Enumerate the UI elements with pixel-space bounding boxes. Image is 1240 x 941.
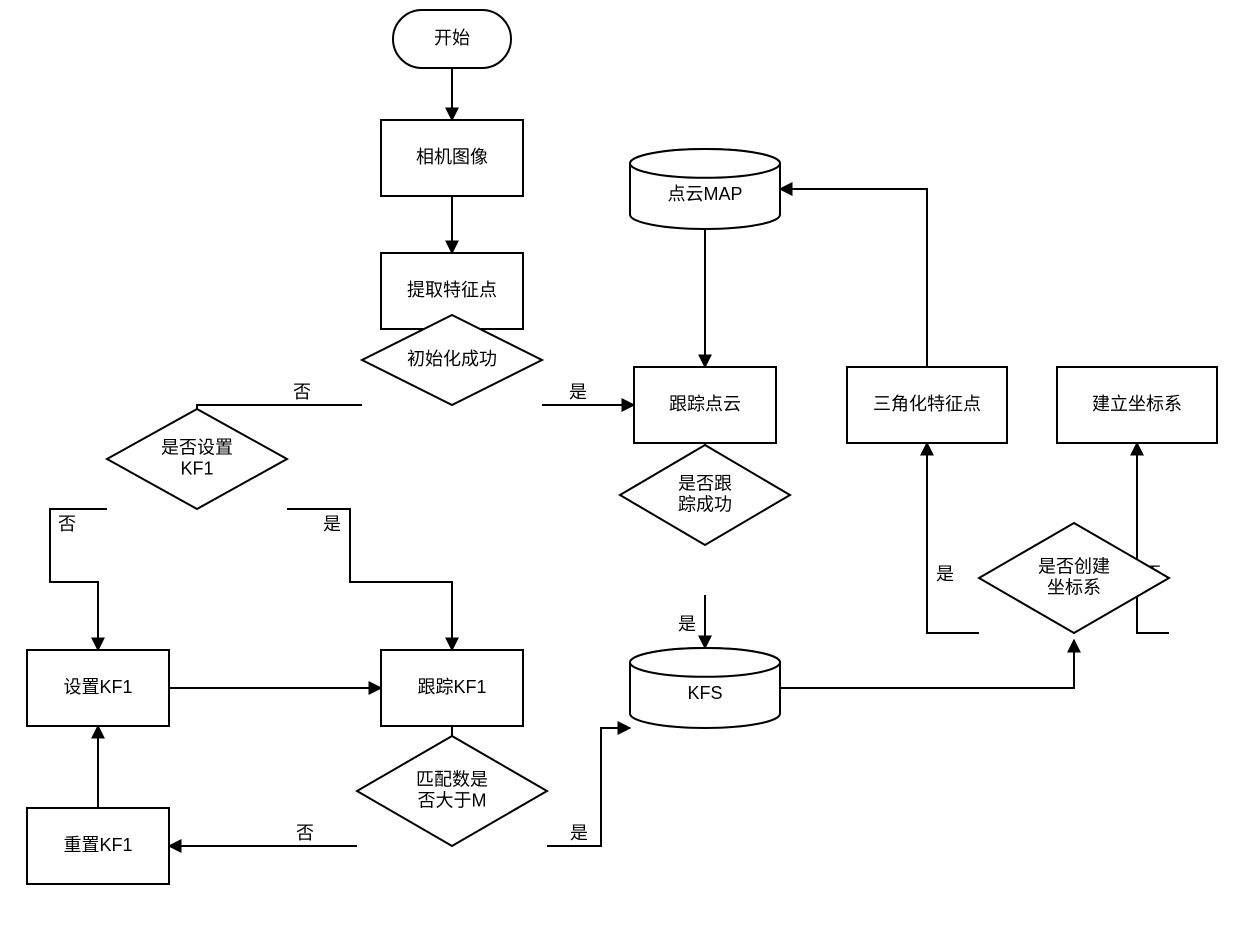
svg-text:是: 是 [323,514,341,534]
svg-text:匹配数是否大于M: 匹配数是否大于M [416,769,488,810]
node-pcmap: 点云MAP [630,149,780,229]
node-trackpc: 跟踪点云 [634,367,776,443]
svg-text:建立坐标系: 建立坐标系 [1092,394,1182,414]
node-trackok: 是否跟踪成功 [620,445,790,545]
svg-text:重置KF1: 重置KF1 [63,835,132,855]
svg-text:相机图像: 相机图像 [416,147,488,167]
svg-text:是: 是 [569,382,587,402]
svg-text:是否跟踪成功: 是否跟踪成功 [678,473,732,514]
node-triang: 三角化特征点 [847,367,1007,443]
svg-text:跟踪KF1: 跟踪KF1 [417,677,486,697]
node-camera: 相机图像 [381,120,523,196]
node-setkf1q: 是否设置KF1 [107,409,287,509]
svg-text:是: 是 [678,614,696,634]
node-resetkf1: 重置KF1 [27,808,169,884]
svg-text:点云MAP: 点云MAP [667,184,742,204]
svg-text:是: 是 [936,564,954,584]
node-kfs: KFS [630,648,780,728]
node-trackkf1: 跟踪KF1 [381,650,523,726]
svg-text:三角化特征点: 三角化特征点 [873,394,981,414]
svg-text:设置KF1: 设置KF1 [63,677,132,697]
node-setkf1: 设置KF1 [27,650,169,726]
svg-text:提取特征点: 提取特征点 [407,280,497,300]
node-matchm: 匹配数是否大于M [357,736,547,846]
svg-text:否: 否 [296,823,314,843]
svg-text:否: 否 [293,382,311,402]
svg-text:初始化成功: 初始化成功 [407,349,497,369]
svg-text:是否创建坐标系: 是否创建坐标系 [1038,556,1110,597]
svg-text:跟踪点云: 跟踪点云 [669,394,741,414]
svg-text:是: 是 [570,823,588,843]
svg-text:KFS: KFS [687,683,722,703]
svg-text:开始: 开始 [434,28,470,48]
node-start: 开始 [393,10,511,68]
node-coordq: 是否创建坐标系 [979,523,1169,633]
node-coord: 建立坐标系 [1057,367,1217,443]
svg-text:否: 否 [58,514,76,534]
